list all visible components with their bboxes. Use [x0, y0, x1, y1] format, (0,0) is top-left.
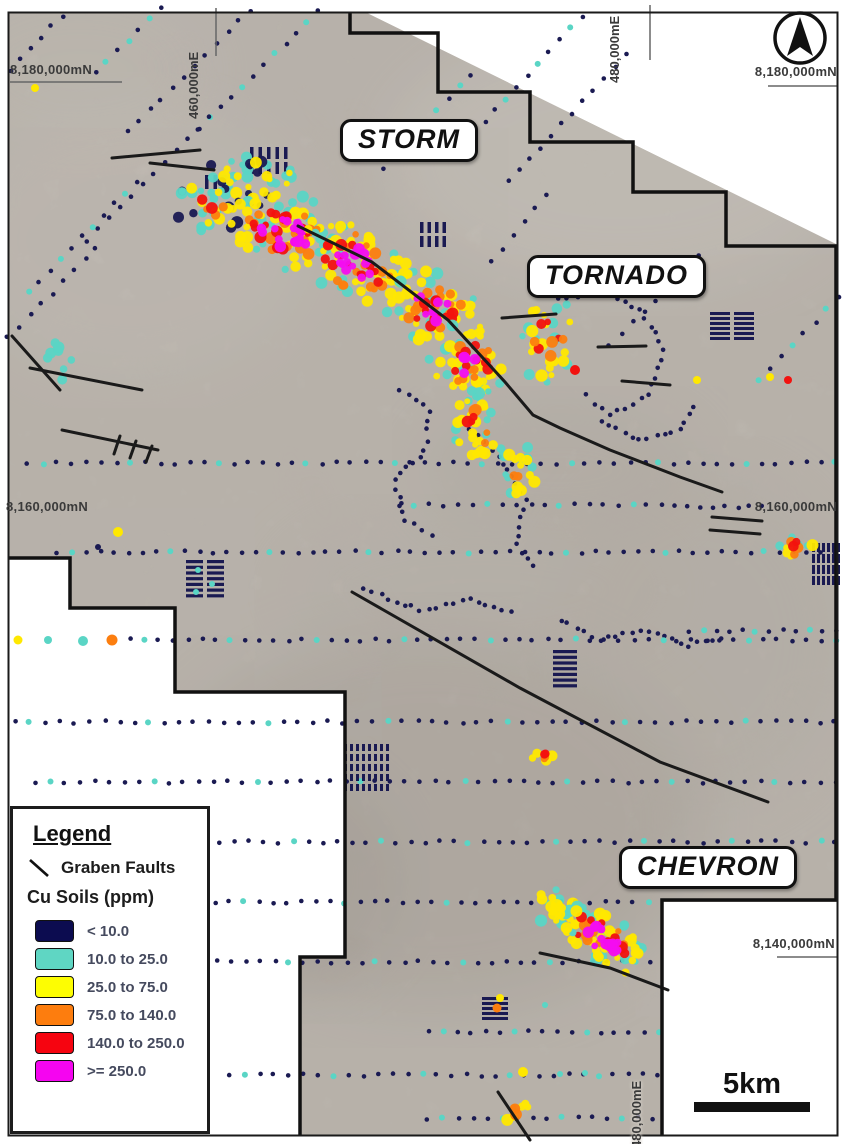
legend-class-label: 10.0 to 25.0 [87, 950, 168, 968]
isolated-sample-dots-layer [13, 84, 792, 1077]
legend-panel: Legend Graben Faults Cu Soils (ppm) < 10… [10, 806, 210, 1134]
legend-class-row: 10.0 to 25.0 [35, 948, 195, 970]
legend-class-label: 75.0 to 140.0 [87, 1006, 177, 1024]
scale-bar: 5km [694, 1068, 810, 1112]
legend-class-row: 75.0 to 140.0 [35, 1004, 195, 1026]
scale-bar-label: 5km [722, 1068, 782, 1100]
legend-class-label: 25.0 to 75.0 [87, 978, 168, 996]
legend-fault-label: Graben Faults [61, 858, 176, 877]
graben-fault-symbol-icon [29, 859, 49, 877]
soil-anomaly-clusters-layer [42, 151, 819, 1126]
grid-tick-lines-layer [10, 5, 838, 958]
legend-class-swatch [35, 976, 74, 998]
north-arrow [773, 11, 827, 65]
legend-class-label: < 10.0 [87, 922, 130, 940]
easting-label-top-left: 460,000mE [186, 51, 201, 119]
legend-fault-row: Graben Faults [27, 857, 195, 879]
easting-label-bottom: 480,000mE [629, 1080, 644, 1144]
northing-label-mid-right: 8,160,000mN [754, 499, 837, 514]
sample-line-dots-layer [4, 5, 842, 1122]
northing-label-top-right: 8,180,000mN [754, 64, 837, 79]
legend-class-row: >= 250.0 [35, 1060, 195, 1082]
map-frame [7, 11, 839, 1137]
legend-class-swatch [35, 1032, 74, 1054]
legend-title: Legend [33, 821, 112, 846]
prospect-label-chevron: CHEVRON [619, 846, 798, 889]
legend-class-label: 140.0 to 250.0 [87, 1034, 185, 1052]
legend-class-list: < 10.0 10.0 to 25.0 25.0 to 75.0 75.0 to 14… [25, 920, 195, 1082]
tenement-boundary-layer [8, 12, 838, 1136]
legend-soils-title: Cu Soils (ppm) [27, 887, 154, 907]
prospect-label-tornado: TORNADO [527, 255, 707, 298]
legend-class-swatch [35, 920, 74, 942]
northing-label-bottom-right: 8,140,000mN [752, 936, 835, 951]
legend-class-swatch [35, 948, 74, 970]
prospect-label-storm: STORM [340, 119, 479, 162]
northing-label-mid-left: 8,160,000mN [6, 499, 89, 514]
legend-class-swatch [35, 1060, 74, 1082]
legend-class-row: 140.0 to 250.0 [35, 1032, 195, 1054]
legend-class-row: < 10.0 [35, 920, 195, 942]
easting-label-top-right: 480,000mE [607, 15, 622, 83]
legend-class-row: 25.0 to 75.0 [35, 976, 195, 998]
legend-class-swatch [35, 1004, 74, 1026]
graben-fault-lines-layer [10, 148, 770, 1142]
scale-bar-line [694, 1102, 810, 1112]
northing-label-top-left: 8,180,000mN [10, 62, 93, 77]
legend-class-label: >= 250.0 [87, 1062, 147, 1080]
